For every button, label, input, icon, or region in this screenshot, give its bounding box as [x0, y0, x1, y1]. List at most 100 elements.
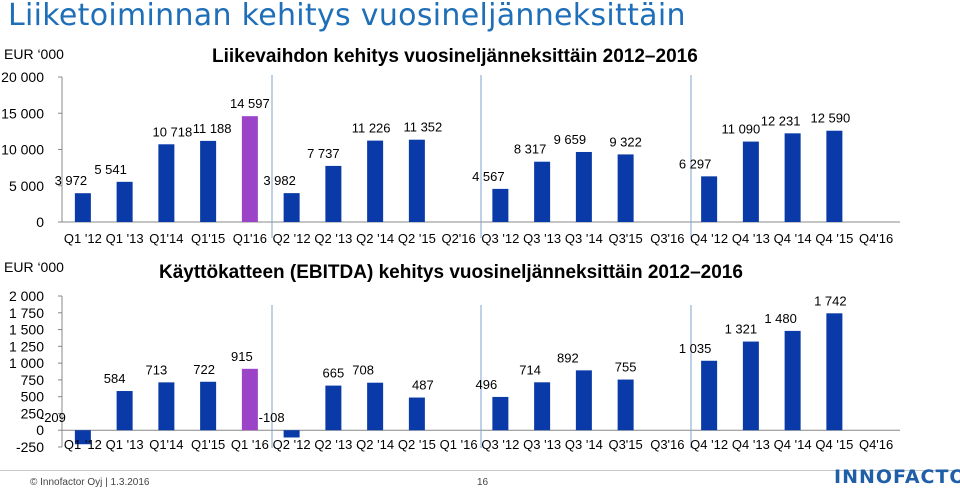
- bar: [408, 397, 425, 431]
- y-tick-label: 0: [36, 214, 44, 230]
- y-tick-label: -250: [16, 439, 44, 455]
- y-tick-label: 20 000: [1, 69, 44, 85]
- x-tick-label: Q4 '15: [815, 437, 853, 452]
- bar: [116, 181, 133, 222]
- x-tick-label: Q2 '13: [314, 231, 352, 246]
- bar: [367, 140, 384, 222]
- bar: [492, 396, 509, 431]
- y-tick-label: 500: [21, 389, 45, 405]
- x-tick-label: Q4 '14: [774, 437, 812, 452]
- y-tick-label: 750: [21, 372, 45, 388]
- data-label: 5 541: [94, 162, 127, 177]
- data-label: 11 188: [193, 121, 232, 136]
- x-tick-label: Q1'16: [233, 231, 267, 246]
- bar: [241, 368, 258, 431]
- y-tick-label: 2 000: [9, 288, 44, 304]
- x-tick-label: Q1 '16: [440, 437, 478, 452]
- bar: [742, 141, 759, 222]
- footer-divider: [0, 470, 960, 471]
- bar: [325, 165, 342, 222]
- y-tick-label: 0: [36, 422, 44, 438]
- bar: [575, 151, 592, 222]
- bar: [158, 382, 175, 431]
- data-label: 487: [412, 378, 434, 393]
- data-label: 892: [557, 350, 579, 365]
- bar: [617, 154, 634, 222]
- x-tick-label: Q1'14: [149, 231, 183, 246]
- x-tick-label: Q3 '14: [565, 231, 603, 246]
- bar: [116, 391, 133, 431]
- y-tick-label: 10 000: [1, 142, 44, 158]
- data-label: 12 590: [810, 111, 850, 126]
- bar: [534, 382, 551, 431]
- data-label: 9 659: [554, 132, 587, 147]
- bar: [325, 385, 342, 431]
- data-label: 713: [146, 362, 168, 377]
- bar: [200, 381, 217, 431]
- x-tick-label: Q3'15: [608, 231, 642, 246]
- x-tick-label: Q1'15: [191, 437, 225, 452]
- data-label: -108: [259, 410, 285, 425]
- x-tick-label: Q4 '14: [774, 231, 812, 246]
- y-tick-label: 1 500: [9, 322, 44, 338]
- data-label: 14 597: [230, 96, 270, 111]
- ebitda-unit-label: EUR ‘000: [4, 259, 64, 275]
- footer-copyright: © Innofactor Oyj | 1.3.2016: [30, 477, 150, 488]
- ebitda-chart-title: Käyttökatteen (EBITDA) kehitys vuosinelj…: [159, 262, 743, 283]
- data-label: 584: [104, 371, 126, 386]
- data-label: 8 317: [514, 142, 547, 157]
- data-label: 915: [231, 349, 253, 364]
- data-label: 1 035: [679, 341, 712, 356]
- x-tick-label: Q1 '12: [64, 231, 102, 246]
- bar: [367, 382, 384, 431]
- data-label: 12 231: [761, 113, 801, 128]
- bar: [826, 130, 843, 222]
- x-tick-label: Q4'16: [859, 437, 893, 452]
- x-tick-label: Q4'16: [859, 231, 893, 246]
- x-tick-label: Q3 '12: [481, 437, 519, 452]
- innofactor-logo: INNOFACTOR: [834, 466, 960, 488]
- bar: [408, 139, 425, 222]
- x-tick-label: Q1 '13: [106, 437, 144, 452]
- bar: [158, 144, 175, 222]
- bar: [74, 193, 91, 222]
- x-tick-label: Q2 '12: [273, 437, 311, 452]
- data-label: 3 972: [55, 173, 88, 188]
- bar: [784, 330, 801, 431]
- y-tick-label: 250: [21, 405, 45, 421]
- data-label: 722: [193, 362, 215, 377]
- data-label: 11 226: [352, 121, 391, 136]
- x-tick-label: Q1 '16: [231, 437, 269, 452]
- revenue-chart-title: Liikevaihdon kehitys vuosineljänneksittä…: [212, 46, 698, 67]
- revenue-unit-label: EUR ‘000: [4, 46, 64, 62]
- data-label: 1 742: [814, 293, 847, 308]
- bar: [534, 161, 551, 222]
- x-tick-label: Q1'15: [191, 231, 225, 246]
- data-label: 755: [615, 360, 637, 375]
- revenue-chart: 0 5 000 10 000 15 000 20 000 3 972 Q1 '12 5 541…: [1, 69, 900, 246]
- data-label: 9 322: [609, 134, 642, 149]
- x-tick-label: Q1 '12: [64, 437, 102, 452]
- x-tick-label: Q3'15: [608, 437, 642, 452]
- x-tick-label: Q2 '12: [273, 231, 311, 246]
- bar: [617, 379, 634, 431]
- data-label: 11 352: [403, 120, 442, 135]
- data-label: 1 480: [764, 311, 797, 326]
- bar: [575, 370, 592, 431]
- x-tick-label: Q2 '13: [314, 437, 352, 452]
- bar: [74, 430, 91, 445]
- x-tick-label: Q2 '15: [398, 231, 436, 246]
- data-label: 6 297: [679, 156, 712, 171]
- x-tick-label: Q4 '12: [690, 231, 728, 246]
- x-tick-label: Q4 '13: [732, 231, 770, 246]
- bar: [492, 188, 509, 222]
- slide-title: Liiketoiminnan kehitys vuosineljänneksit…: [8, 0, 686, 33]
- x-tick-label: Q3'16: [650, 231, 684, 246]
- data-label: 7 737: [307, 146, 340, 161]
- data-label: 665: [323, 366, 345, 381]
- x-tick-label: Q1 '13: [106, 231, 144, 246]
- data-label: 496: [476, 377, 498, 392]
- data-label: 10 718: [152, 124, 192, 139]
- data-label: 3 982: [263, 173, 296, 188]
- x-tick-label: Q4 '12: [690, 437, 728, 452]
